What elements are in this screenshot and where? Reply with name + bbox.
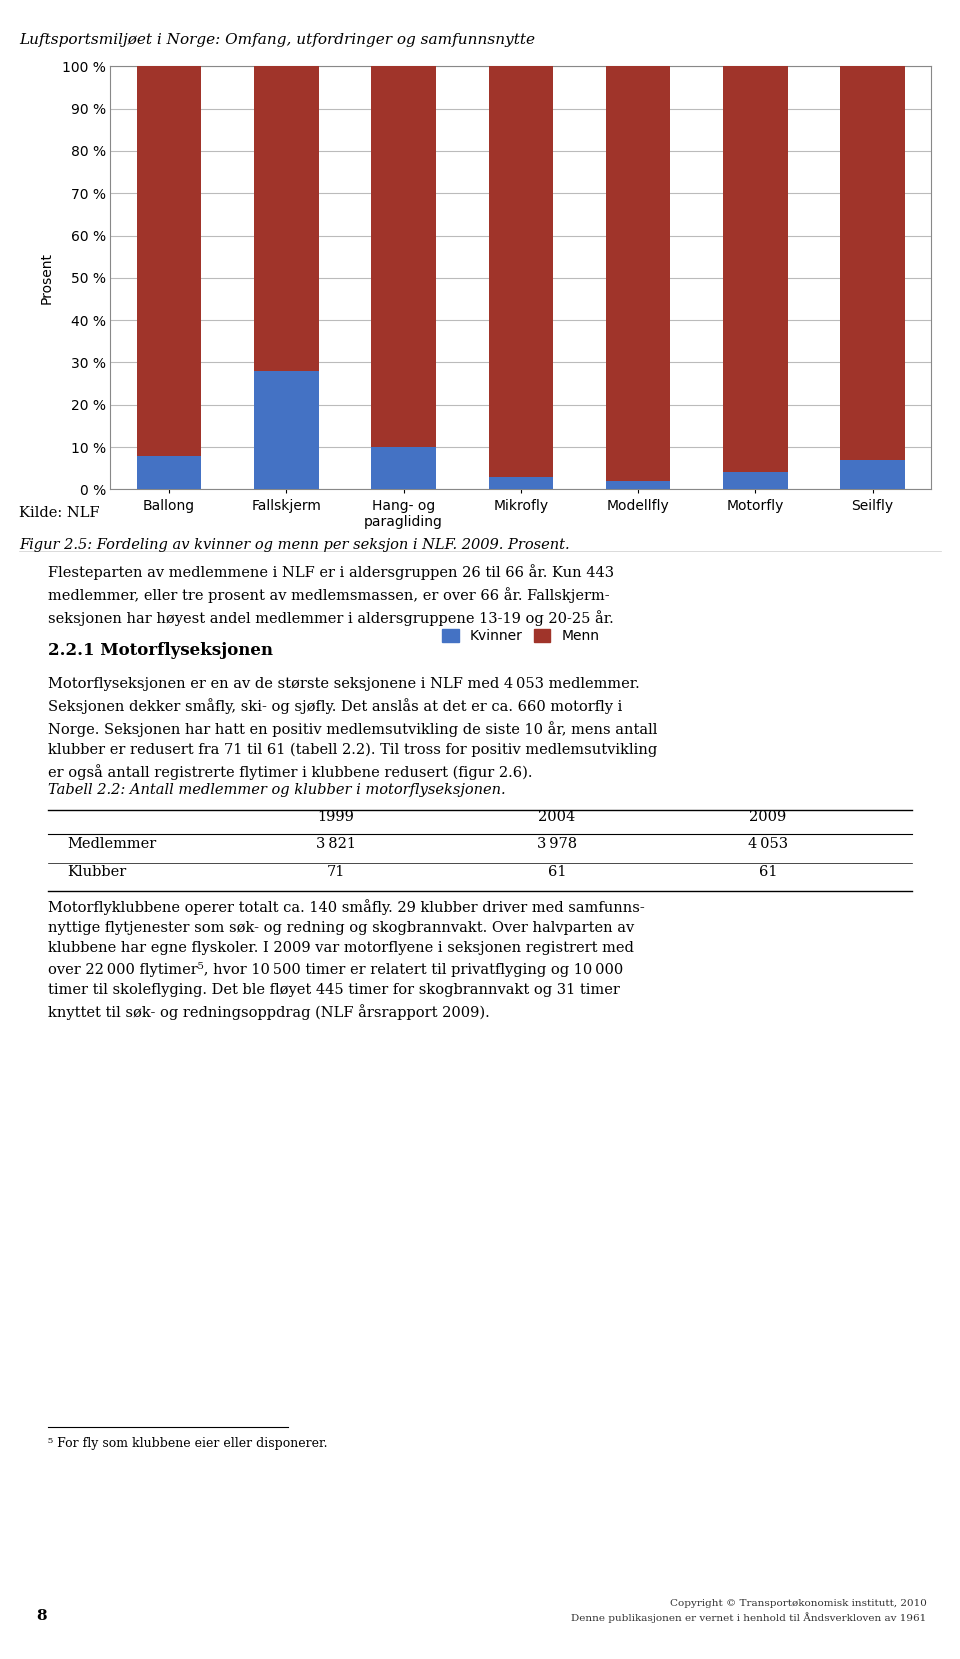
Text: 3 978: 3 978 [537,836,577,851]
Y-axis label: Prosent: Prosent [40,252,54,304]
Bar [254,66,319,372]
Text: ⁵ For fly som klubbene eier eller disponerer.: ⁵ For fly som klubbene eier eller dispon… [48,1437,327,1450]
Text: Tabell 2.2: Antall medlemmer og klubber i motorflyseksjonen.: Tabell 2.2: Antall medlemmer og klubber … [48,783,506,796]
Bar [489,476,553,489]
Bar [136,66,202,456]
Text: Motorflyseksjonen er en av de største seksjonene i NLF med 4 053 medlemmer.
Seks: Motorflyseksjonen er en av de største se… [48,677,658,780]
Bar [723,66,787,473]
Bar [723,473,787,489]
Text: 2.2.1 Motorflyseksjonen: 2.2.1 Motorflyseksjonen [48,642,273,659]
Text: 2004: 2004 [539,810,575,825]
Legend: Kvinner, Menn: Kvinner, Menn [442,629,600,644]
Bar [606,481,670,489]
Bar [840,460,905,489]
Bar [372,66,436,448]
Bar [372,448,436,489]
Bar [840,66,905,460]
Bar [489,66,553,476]
Bar [606,66,670,481]
Bar [254,372,319,489]
Text: 61: 61 [547,864,566,879]
Text: Copyright © Transportøkonomisk institutt, 2010
Denne publikasjonen er vernet i h: Copyright © Transportøkonomisk institutt… [571,1599,926,1623]
Text: Medlemmer: Medlemmer [67,836,156,851]
Text: Klubber: Klubber [67,864,127,879]
Text: 2009: 2009 [750,810,786,825]
Text: 61: 61 [758,864,778,879]
Text: 4 053: 4 053 [748,836,788,851]
Text: 8: 8 [36,1609,47,1623]
Text: Figur 2.5: Fordeling av kvinner og menn per seksjon i NLF. 2009. Prosent.: Figur 2.5: Fordeling av kvinner og menn … [19,538,570,551]
Bar [136,456,202,489]
Text: Flesteparten av medlemmene i NLF er i aldersgruppen 26 til 66 år. Kun 443
medlem: Flesteparten av medlemmene i NLF er i al… [48,564,614,625]
Text: 3 821: 3 821 [316,836,356,851]
Text: Luftsportsmiljøet i Norge: Omfang, utfordringer og samfunnsnytte: Luftsportsmiljøet i Norge: Omfang, utfor… [19,33,536,46]
Text: 1999: 1999 [318,810,354,825]
Text: Motorflyklubbene operer totalt ca. 140 småfly. 29 klubber driver med samfunns-
n: Motorflyklubbene operer totalt ca. 140 s… [48,899,645,1020]
Text: Kilde: NLF: Kilde: NLF [19,506,100,519]
Text: 71: 71 [326,864,346,879]
